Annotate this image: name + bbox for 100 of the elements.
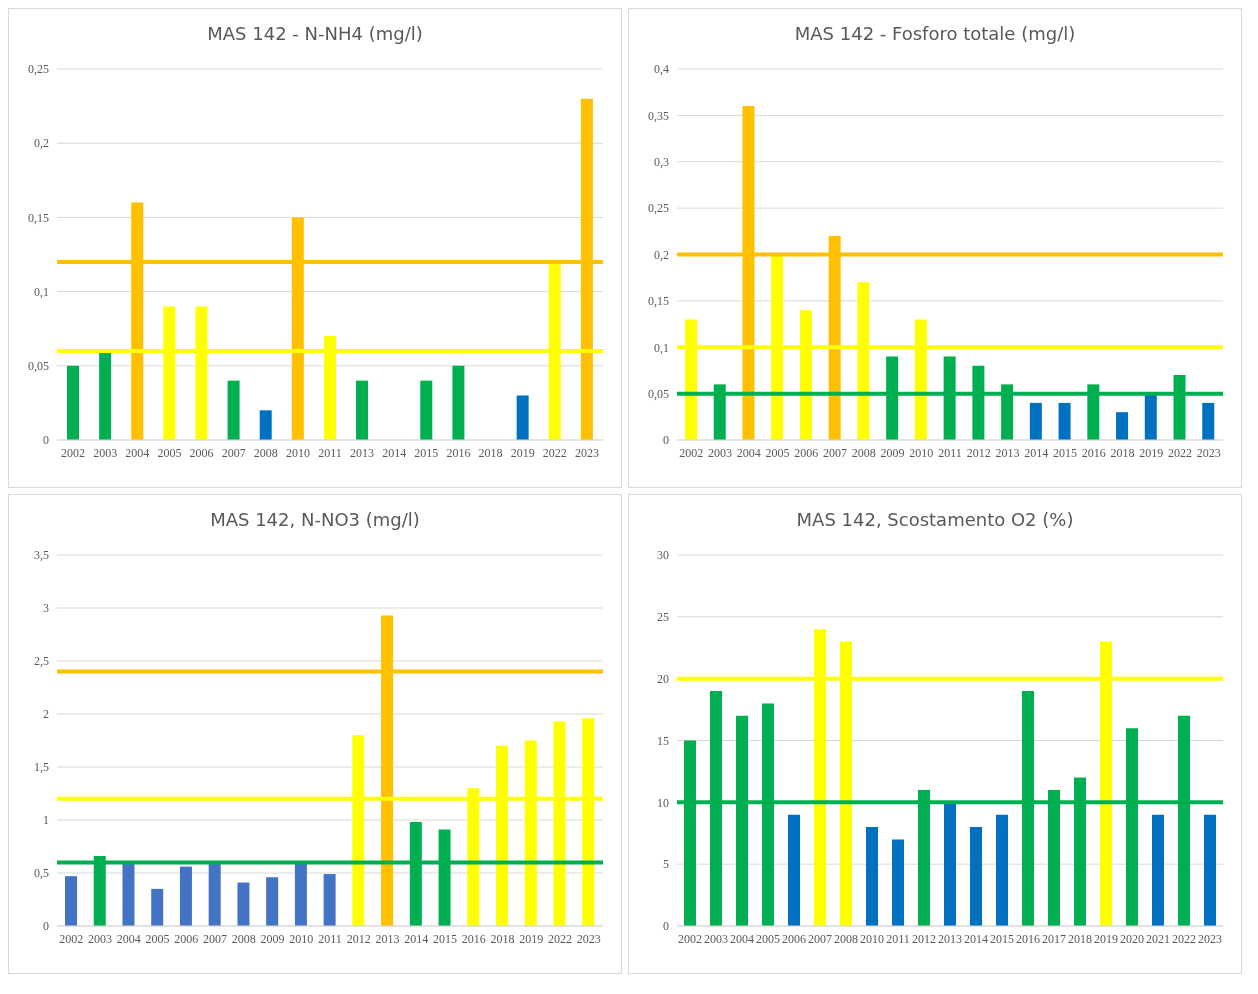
x-tick-label: 2002 [59,931,84,946]
x-tick-label: 2008 [253,445,278,460]
x-tick-label: 2015 [432,931,457,946]
x-tick-label: 2003 [88,931,113,946]
x-tick-label: 2007 [808,931,832,946]
x-tick-label: 2008 [851,445,876,460]
x-tick-label: 2011 [886,931,910,946]
x-tick-label: 2008 [231,931,256,946]
x-tick-label: 2003 [93,445,118,460]
x-tick-label: 2018 [478,445,503,460]
x-tick-label: 2011 [318,445,342,460]
y-tick-label: 0,2 [34,136,49,151]
x-tick-label: 2015 [990,931,1014,946]
x-tick-label: 2010 [860,931,884,946]
bar [452,365,465,440]
x-tick-label: 2018 [490,931,515,946]
bar [516,395,529,440]
x-tick-label: 2012 [912,931,936,946]
y-tick-label: 0 [43,433,49,448]
bar [356,380,369,440]
x-tick-label: 2012 [346,931,371,946]
x-tick-label: 2013 [375,931,400,946]
chart-title: MAS 142 - N-NH4 (mg/l) [206,22,424,46]
x-tick-label: 2014 [964,931,988,946]
x-tick-label: 2021 [1146,931,1170,946]
x-tick-label: 2004 [736,445,761,460]
bar [866,827,878,926]
bar [892,839,904,926]
y-tick-label: 1 [43,813,49,828]
y-tick-label: 10 [657,795,669,810]
x-tick-label: 2006 [189,445,214,460]
bar [67,365,79,440]
x-tick-label: 2019 [510,445,535,460]
x-tick-label: 2005 [157,445,182,460]
bar [1152,814,1164,926]
x-tick-label: 2022 [1172,931,1196,946]
y-tick-label: 0,35 [648,108,669,123]
x-tick-label: 2002 [61,445,86,460]
bar [259,410,272,440]
x-tick-label: 2020 [1120,931,1144,946]
y-tick-label: 0,05 [648,386,669,401]
y-tick-label: 0,25 [648,201,669,216]
x-tick-label: 2002 [678,931,702,946]
y-tick-label: 0,3 [654,155,669,170]
y-tick-label: 0,5 [34,866,49,881]
x-tick-label: 2016 [1016,931,1040,946]
x-tick-label: 2014 [1024,445,1049,460]
y-tick-label: 0,15 [28,210,49,225]
x-tick-label: 2014 [382,445,407,460]
x-tick-label: 2019 [1094,931,1118,946]
bar [323,874,336,926]
x-tick-label: 2002 [679,445,704,460]
x-tick-label: 2016 [1081,445,1106,460]
x-tick-label: 2011 [318,931,342,946]
y-tick-label: 0,1 [654,340,669,355]
x-tick-label: 2005 [756,931,780,946]
bar [1058,402,1071,440]
bar [1204,814,1216,926]
bar [944,802,956,926]
x-tick-label: 2012 [966,445,991,460]
bar [996,814,1008,926]
x-tick-label: 2010 [909,445,934,460]
x-tick-label: 2004 [125,445,150,460]
x-tick-label: 2023 [574,445,599,460]
x-tick-label: 2019 [1139,445,1164,460]
bar [65,876,77,926]
bar [151,888,164,926]
y-tick-label: 0 [663,919,669,934]
x-tick-label: 2014 [404,931,429,946]
y-tick-label: 0,15 [648,294,669,309]
x-tick-label: 2016 [446,445,471,460]
bar [1116,412,1129,440]
bar [237,882,250,926]
bar [227,380,240,440]
y-tick-label: 25 [657,610,669,625]
bar [266,877,279,926]
chart-title: MAS 142 - Fosforo totale (mg/l) [793,22,1077,46]
y-tick-label: 2,5 [34,654,49,669]
x-tick-label: 2013 [995,445,1020,460]
x-tick-label: 2009 [880,445,905,460]
x-tick-label: 2006 [782,931,806,946]
chart-title: MAS 142, N-NO3 (mg/l) [209,508,421,532]
x-tick-label: 2008 [834,931,858,946]
bar [1029,402,1042,440]
x-tick-label: 2016 [461,931,486,946]
x-tick-label: 2004 [116,931,141,946]
bar [294,862,307,926]
x-tick-label: 2009 [260,931,285,946]
y-tick-label: 0 [43,919,49,934]
x-tick-label: 2017 [1042,931,1066,946]
chart-title: MAS 142, Scostamento O2 (%) [795,508,1075,532]
y-tick-label: 5 [663,857,669,872]
x-tick-label: 2018 [1068,931,1092,946]
y-tick-label: 1,5 [34,760,49,775]
bar [970,827,982,926]
x-tick-label: 2007 [823,445,848,460]
x-tick-label: 2023 [1198,931,1222,946]
x-tick-label: 2004 [730,931,754,946]
x-tick-label: 2003 [704,931,728,946]
x-tick-label: 2011 [938,445,962,460]
